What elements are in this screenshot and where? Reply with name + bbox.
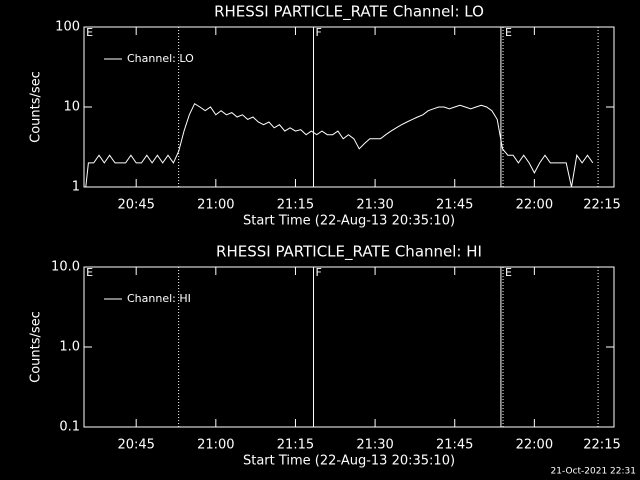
x-tick-label: 21:15 bbox=[277, 438, 314, 453]
x-tick-label: 20:45 bbox=[117, 198, 154, 213]
x-tick-label: 21:00 bbox=[197, 198, 234, 213]
x-tick-label: 21:45 bbox=[436, 438, 473, 453]
event-label: E bbox=[86, 266, 93, 279]
y-tick-label: 0.1 bbox=[59, 420, 80, 435]
x-tick-label: 21:00 bbox=[197, 438, 234, 453]
x-tick-label: 22:15 bbox=[583, 438, 620, 453]
x-tick-label: 21:30 bbox=[356, 438, 393, 453]
y-tick-label: 10 bbox=[63, 100, 80, 115]
x-tick-label: 20:45 bbox=[117, 438, 154, 453]
x-tick-label: 22:00 bbox=[516, 438, 553, 453]
event-label: E bbox=[505, 26, 512, 39]
y-tick-label: 1 bbox=[72, 180, 80, 195]
chart-title: RHESSI PARTICLE_RATE Channel: HI bbox=[216, 243, 482, 262]
plot-frame bbox=[83, 26, 615, 188]
y-axis-label: Counts/sec bbox=[29, 71, 44, 143]
legend-label: Channel: HI bbox=[127, 292, 191, 305]
y-tick-label: 100 bbox=[55, 20, 80, 35]
plot-frame bbox=[83, 266, 615, 428]
y-axis-label: Counts/sec bbox=[29, 311, 44, 383]
event-label: F bbox=[316, 26, 322, 39]
data-line bbox=[85, 102, 594, 188]
legend-label: Channel: LO bbox=[127, 52, 194, 65]
x-axis-label: Start Time (22-Aug-13 20:35:10) bbox=[243, 214, 455, 229]
x-tick-label: 22:15 bbox=[583, 198, 620, 213]
y-tick-label: 10.0 bbox=[51, 260, 80, 275]
x-axis-label: Start Time (22-Aug-13 20:35:10) bbox=[243, 454, 455, 469]
x-tick-label: 22:00 bbox=[516, 198, 553, 213]
event-label: F bbox=[316, 266, 322, 279]
footer-date: 21-Oct-2021 22:31 bbox=[551, 467, 636, 477]
y-tick-label: 1.0 bbox=[59, 340, 80, 355]
x-tick-label: 21:15 bbox=[277, 198, 314, 213]
x-tick-label: 21:45 bbox=[436, 198, 473, 213]
event-label: E bbox=[505, 266, 512, 279]
chart-title: RHESSI PARTICLE_RATE Channel: LO bbox=[214, 3, 484, 22]
event-label: E bbox=[86, 26, 93, 39]
x-tick-label: 21:30 bbox=[356, 198, 393, 213]
